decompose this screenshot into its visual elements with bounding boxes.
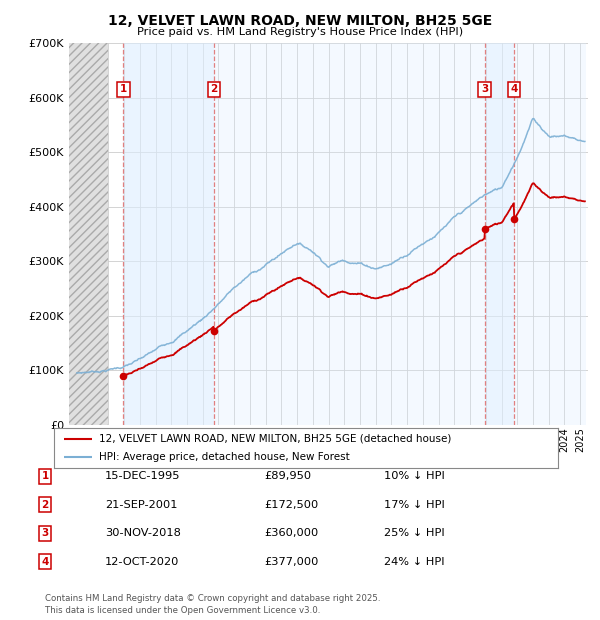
Text: 1: 1 — [41, 471, 49, 481]
Text: 24% ↓ HPI: 24% ↓ HPI — [384, 557, 445, 567]
Bar — [514, 43, 586, 425]
Text: 2: 2 — [41, 500, 49, 510]
Text: 21-SEP-2001: 21-SEP-2001 — [105, 500, 178, 510]
Text: 25% ↓ HPI: 25% ↓ HPI — [384, 528, 445, 538]
Text: 12, VELVET LAWN ROAD, NEW MILTON, BH25 5GE (detached house): 12, VELVET LAWN ROAD, NEW MILTON, BH25 5… — [100, 433, 452, 444]
Text: 10% ↓ HPI: 10% ↓ HPI — [384, 471, 445, 481]
Text: HPI: Average price, detached house, New Forest: HPI: Average price, detached house, New … — [100, 452, 350, 463]
Text: £89,950: £89,950 — [264, 471, 311, 481]
Text: 4: 4 — [510, 84, 518, 94]
Bar — [69, 43, 109, 425]
Text: £360,000: £360,000 — [264, 528, 318, 538]
Text: 3: 3 — [41, 528, 49, 538]
Text: 30-NOV-2018: 30-NOV-2018 — [105, 528, 181, 538]
Text: 12, VELVET LAWN ROAD, NEW MILTON, BH25 5GE: 12, VELVET LAWN ROAD, NEW MILTON, BH25 5… — [108, 14, 492, 28]
Bar — [124, 43, 214, 425]
Text: Price paid vs. HM Land Registry's House Price Index (HPI): Price paid vs. HM Land Registry's House … — [137, 27, 463, 37]
Bar — [485, 43, 514, 425]
Text: 2: 2 — [211, 84, 218, 94]
Text: 17% ↓ HPI: 17% ↓ HPI — [384, 500, 445, 510]
Bar — [214, 43, 485, 425]
Text: 4: 4 — [41, 557, 49, 567]
Text: £172,500: £172,500 — [264, 500, 318, 510]
Text: 12-OCT-2020: 12-OCT-2020 — [105, 557, 179, 567]
Text: Contains HM Land Registry data © Crown copyright and database right 2025.
This d: Contains HM Land Registry data © Crown c… — [45, 593, 380, 615]
Text: 15-DEC-1995: 15-DEC-1995 — [105, 471, 181, 481]
Text: £377,000: £377,000 — [264, 557, 319, 567]
Text: 3: 3 — [481, 84, 488, 94]
Text: 1: 1 — [120, 84, 127, 94]
